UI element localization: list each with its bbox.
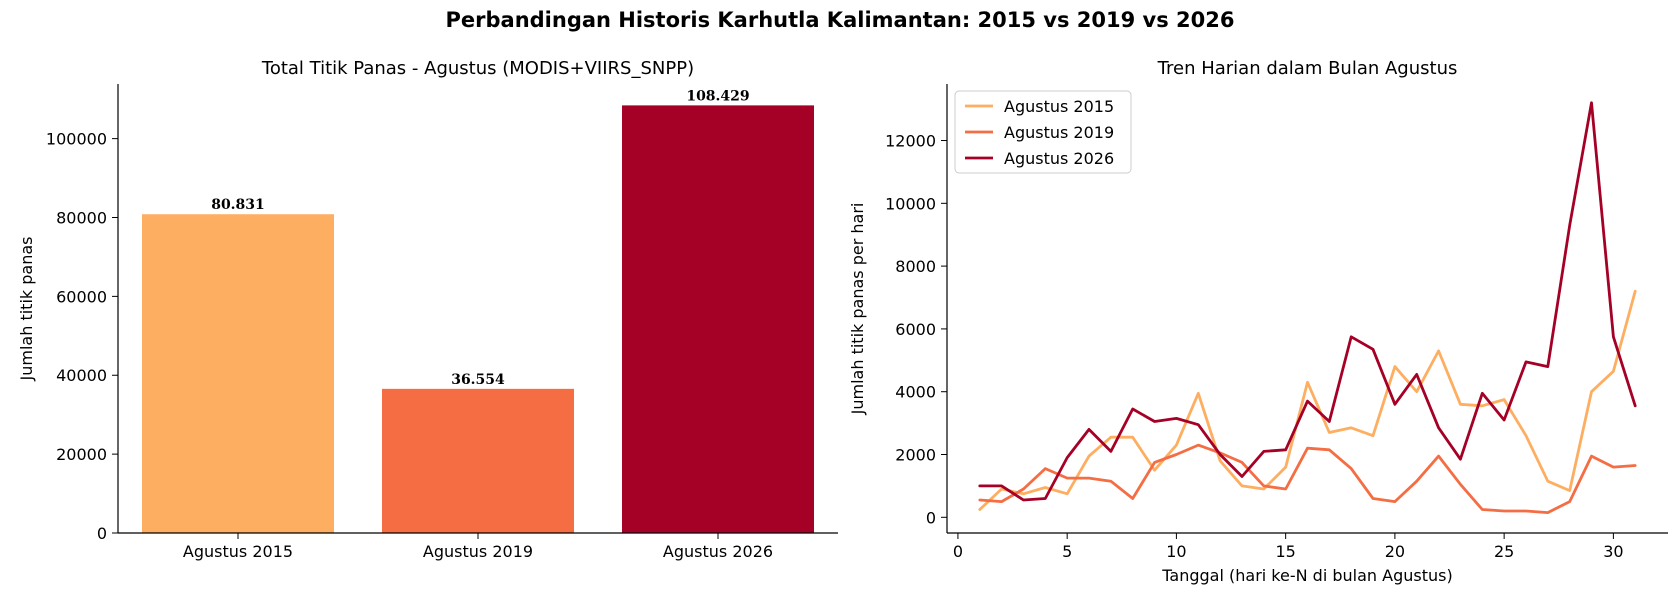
y-tick-label: 100000 bbox=[46, 130, 107, 149]
legend: Agustus 2015 Agustus 2019 Agustus 2026 bbox=[954, 90, 1132, 174]
legend-label-3: Agustus 2026 bbox=[1004, 149, 1114, 168]
bar-1 bbox=[142, 214, 334, 534]
y-tick-label: 20000 bbox=[56, 445, 107, 464]
bar-value-label-3: 108.429 bbox=[686, 88, 749, 104]
series-line-3 bbox=[978, 101, 1637, 502]
x-tick-label: 30 bbox=[1603, 542, 1623, 561]
legend-label-2: Agustus 2019 bbox=[1004, 123, 1114, 142]
bar-3 bbox=[622, 105, 814, 533]
figure-title: Perbandingan Historis Karhutla Kalimanta… bbox=[445, 8, 1235, 32]
x-tick-label-2: Agustus 2019 bbox=[423, 542, 533, 561]
y-tick-label: 2000 bbox=[895, 446, 936, 465]
x-tick-label: 0 bbox=[953, 542, 963, 561]
bar-chart-title: Total Titik Panas - Agustus (MODIS+VIIRS… bbox=[261, 58, 694, 79]
line-chart-title: Tren Harian dalam Bulan Agustus bbox=[1157, 58, 1458, 79]
y-axis-label: Jumlah titik panas bbox=[17, 237, 36, 382]
series-line-2 bbox=[978, 443, 1637, 514]
x-tick-label: 10 bbox=[1166, 542, 1186, 561]
bar-chart: Total Titik Panas - Agustus (MODIS+VIIRS… bbox=[17, 58, 838, 561]
x-tick-label: 25 bbox=[1494, 542, 1514, 561]
y-axis-label: Jumlah titik panas per hari bbox=[848, 203, 867, 416]
legend-box bbox=[954, 90, 1132, 174]
x-tick-label: 15 bbox=[1275, 542, 1295, 561]
x-tick-label: 5 bbox=[1062, 542, 1072, 561]
y-tick-label: 80000 bbox=[56, 208, 107, 227]
y-tick-label: 10000 bbox=[885, 194, 936, 213]
x-tick-label-3: Agustus 2026 bbox=[663, 542, 773, 561]
legend-label-1: Agustus 2015 bbox=[1004, 97, 1114, 116]
bar-2 bbox=[382, 388, 574, 533]
bar-value-label-1: 80.831 bbox=[211, 197, 265, 213]
y-tick-label: 4000 bbox=[895, 383, 936, 402]
y-tick-label: 40000 bbox=[56, 366, 107, 385]
y-tick-label: 0 bbox=[97, 524, 107, 543]
y-tick-label: 0 bbox=[926, 508, 936, 527]
x-axis-label: Tanggal (hari ke-N di bulan Agustus) bbox=[1161, 566, 1452, 585]
y-tick-label: 12000 bbox=[885, 132, 936, 151]
line-chart: Tren Harian dalam Bulan Agustus 0 5 10 15 20 2… bbox=[848, 58, 1668, 585]
bar-value-label-2: 36.554 bbox=[451, 372, 505, 388]
y-tick-label: 60000 bbox=[56, 287, 107, 306]
x-tick-label-1: Agustus 2015 bbox=[183, 542, 293, 561]
y-tick-label: 6000 bbox=[895, 320, 936, 339]
series-line-1 bbox=[978, 289, 1637, 511]
x-tick-label: 20 bbox=[1385, 542, 1405, 561]
y-tick-label: 8000 bbox=[895, 257, 936, 276]
